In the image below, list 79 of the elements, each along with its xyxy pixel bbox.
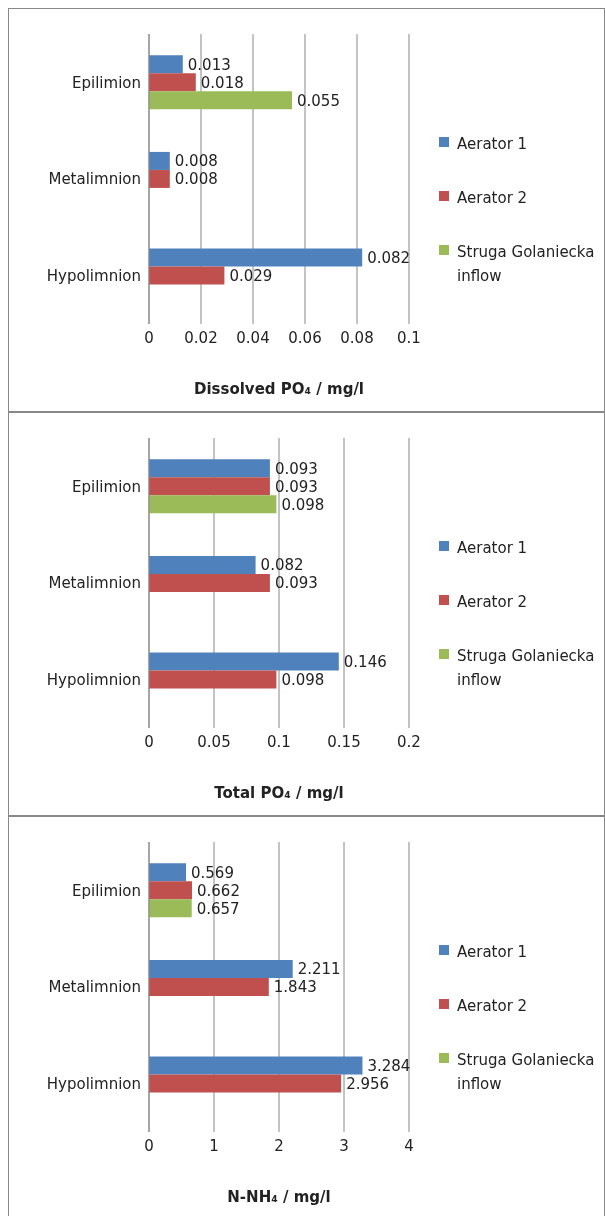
x-axis-title: Dissolved PO₄ / mg/l <box>193 380 365 398</box>
data-label: 0.082 <box>367 248 411 267</box>
data-label: 0.008 <box>174 170 218 189</box>
bar <box>149 459 270 478</box>
y-tick-label: Hypolimnion <box>46 670 141 689</box>
data-label: 0.657 <box>196 899 240 918</box>
legend-label: Aerator 1 <box>457 134 528 155</box>
y-tick-label: Metalimnion <box>48 170 141 189</box>
bar <box>149 899 192 918</box>
x-tick-label: 0.04 <box>236 328 270 347</box>
data-label: 0.569 <box>190 863 234 882</box>
y-tick-label: Epilimion <box>72 477 141 496</box>
y-tick-label: Hypolimnion <box>46 1074 141 1093</box>
bar <box>149 573 270 592</box>
data-label: 0.093 <box>274 574 318 593</box>
x-axis-title: N-NH₄ / mg/l <box>227 1188 331 1206</box>
x-tick-label: 0 <box>144 328 154 347</box>
data-label: 0.662 <box>197 881 240 900</box>
x-tick-label: 0.15 <box>327 732 361 751</box>
x-tick-label: 0 <box>144 1136 154 1155</box>
data-label: 2.956 <box>346 1074 390 1093</box>
x-tick-label: 0.05 <box>197 732 231 751</box>
data-label: 0.008 <box>174 152 218 171</box>
legend-label: Aerator 1 <box>457 538 528 559</box>
x-tick-label: 3 <box>339 1136 349 1155</box>
x-tick-label: 0.02 <box>184 328 218 347</box>
x-axis-title: Total PO₄ / mg/l <box>214 784 344 802</box>
y-tick-label: Metalimnion <box>48 574 141 593</box>
bar <box>149 248 363 267</box>
x-tick-label: 2 <box>274 1136 284 1155</box>
bar <box>149 495 277 514</box>
bar <box>149 151 170 170</box>
legend-label: Struga Golaniecka inflow <box>457 646 596 691</box>
data-label: 0.082 <box>260 556 304 575</box>
bar <box>149 652 339 671</box>
bar <box>149 670 277 689</box>
data-label: 0.018 <box>200 73 244 92</box>
x-tick-label: 1 <box>209 1136 219 1155</box>
data-label: 0.146 <box>343 652 387 671</box>
bar <box>149 863 186 882</box>
bar <box>149 959 293 978</box>
bar <box>149 977 269 996</box>
x-tick-label: 0.1 <box>397 328 421 347</box>
bar <box>149 1074 342 1093</box>
x-tick-label: 0 <box>144 732 154 751</box>
legend-label: Aerator 1 <box>457 942 528 963</box>
legend-label: Struga Golaniecka inflow <box>457 1050 596 1095</box>
y-tick-label: Metalimnion <box>48 978 141 997</box>
data-label: 0.093 <box>274 477 318 496</box>
x-tick-label: 0.2 <box>397 732 421 751</box>
data-label: 0.055 <box>297 91 340 110</box>
bar <box>149 73 196 92</box>
data-label: 0.093 <box>274 459 318 478</box>
legend-label: Struga Golaniecka inflow <box>457 242 596 287</box>
data-label: 1.843 <box>273 978 317 997</box>
bar <box>149 555 256 574</box>
data-label: 0.098 <box>281 670 325 689</box>
data-label: 3.284 <box>367 1056 411 1075</box>
bar <box>149 55 183 74</box>
y-tick-label: Epilimion <box>72 881 141 900</box>
bar <box>149 881 193 900</box>
y-tick-label: Epilimion <box>72 73 141 92</box>
x-tick-label: 4 <box>404 1136 414 1155</box>
data-label: 2.211 <box>297 960 341 979</box>
legend-label: Aerator 2 <box>457 592 528 613</box>
y-tick-label: Hypolimnion <box>46 266 141 285</box>
x-tick-label: 0.1 <box>267 732 291 751</box>
data-label: 0.098 <box>281 495 325 514</box>
x-tick-label: 0.06 <box>288 328 322 347</box>
bar <box>149 266 225 285</box>
x-tick-label: 0.08 <box>340 328 374 347</box>
bar <box>149 477 270 496</box>
bar <box>149 1056 363 1075</box>
bar <box>149 91 292 110</box>
data-label: 0.029 <box>229 266 273 285</box>
legend-label: Aerator 2 <box>457 188 528 209</box>
legend-label: Aerator 2 <box>457 996 528 1017</box>
bar <box>149 169 170 188</box>
data-label: 0.013 <box>187 55 231 74</box>
